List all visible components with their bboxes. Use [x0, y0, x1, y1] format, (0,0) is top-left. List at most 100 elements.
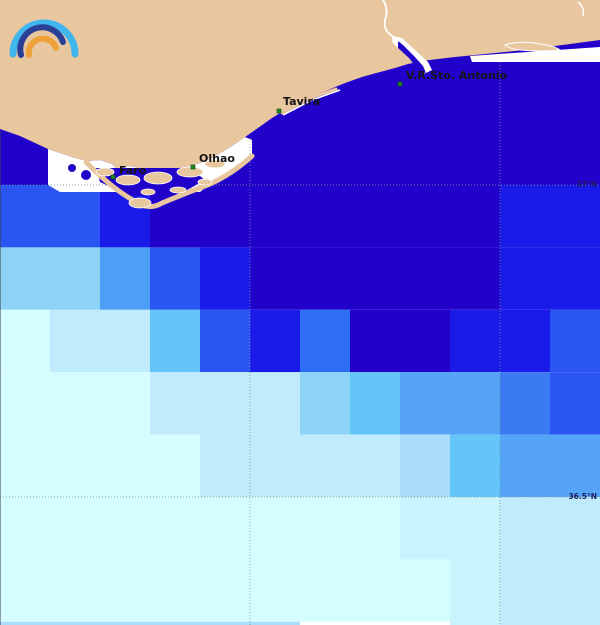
lagoon-detail [68, 153, 255, 210]
latitude-label: 37°N [577, 180, 597, 189]
wave-grid-cell [100, 372, 150, 435]
lagoon-island [95, 167, 115, 177]
wave-grid-cell [550, 434, 600, 497]
wave-grid-cell [250, 309, 300, 373]
logo-middle-arc [17, 24, 66, 58]
wave-grid-cell [0, 309, 50, 373]
tavira-spit-white [282, 89, 341, 116]
wave-grid-cell [450, 497, 500, 560]
lagoon-island [204, 159, 226, 169]
wave-grid-cell [250, 434, 300, 497]
guadiana-upper [382, 0, 399, 43]
wave-grid-cell [150, 309, 200, 373]
wave-grid-cell [500, 309, 550, 373]
logo-inner-arc [25, 35, 59, 58]
city-marker[interactable] [190, 164, 196, 170]
wave-grid-cell [300, 185, 350, 248]
wave-grid-cell [500, 621, 550, 625]
wave-grid-cell [50, 497, 100, 560]
wave-grid-cell [0, 247, 50, 310]
tavira-spit [280, 87, 338, 115]
wave-grid-cell [0, 621, 50, 625]
wave-grid-cell [400, 497, 450, 560]
wave-grid-cell [300, 497, 350, 560]
wave-grid-cell [150, 247, 200, 310]
city-label[interactable]: V.R.Sto. Antonio [406, 69, 508, 82]
wave-grid-cell [300, 372, 350, 435]
wave-grid-cell [500, 559, 550, 622]
wave-grid-cell [0, 497, 50, 560]
lagoon-island [143, 171, 173, 185]
wave-grid-cell [300, 621, 350, 625]
wave-grid-cell [150, 559, 200, 622]
lagoon-island [140, 188, 156, 196]
logo-outer-arc [9, 19, 79, 58]
small-river [577, 1, 585, 17]
lagoon-island [128, 197, 152, 209]
wave-grid-cell [100, 559, 150, 622]
wave-grid-cell [50, 247, 100, 310]
wave-grid-cell [50, 621, 100, 625]
wave-grid-cell [450, 309, 500, 373]
wave-grid-cell [100, 497, 150, 560]
wave-grid-cell [100, 309, 150, 373]
wave-grid-cell [400, 559, 450, 622]
wave-grid-cell [550, 372, 600, 435]
wave-grid-cell [250, 621, 300, 625]
wave-grid-cell [50, 559, 100, 622]
city-marker[interactable] [397, 81, 403, 87]
wave-grid-cell [550, 497, 600, 560]
wave-grid-cell [200, 497, 250, 560]
wave-grid-cell [50, 372, 100, 435]
wave-grid-cell [350, 621, 400, 625]
wave-grid-cells [0, 185, 600, 625]
wave-grid-cell [450, 185, 500, 248]
wave-grid-cell [300, 434, 350, 497]
wave-grid-cell [200, 247, 250, 310]
wave-grid-cell [0, 434, 50, 497]
rainbow-arc-logo [9, 19, 79, 58]
wave-grid-cell [500, 372, 550, 435]
wave-grid-cell [250, 559, 300, 622]
wave-grid-cell [200, 434, 250, 497]
wave-grid-cell [350, 497, 400, 560]
wave-grid-cell [400, 621, 450, 625]
city-label[interactable]: Tavira [283, 95, 320, 108]
lagoon-island [197, 178, 213, 186]
wave-grid-cell [150, 497, 200, 560]
wave-grid-cell [450, 247, 500, 310]
lagoon-island [115, 174, 141, 186]
nodata-coast-band [470, 47, 600, 62]
wave-grid-cell [450, 372, 500, 435]
wave-grid-cell [450, 434, 500, 497]
city-marker[interactable] [110, 174, 116, 180]
wave-grid-cell [400, 247, 450, 310]
wave-grid-cell [350, 372, 400, 435]
wave-grid-cell [450, 621, 500, 625]
city-label[interactable]: Faro [119, 164, 147, 177]
lagoon-island [176, 166, 204, 178]
wave-grid-cell [250, 247, 300, 310]
wave-grid-cell [100, 247, 150, 310]
wave-grid-cell [400, 309, 450, 373]
lagoon-water [81, 170, 91, 180]
wave-grid-cell [550, 247, 600, 310]
wave-grid-cell [150, 621, 200, 625]
wave-grid-cell [150, 372, 200, 435]
guadiana-river [398, 41, 426, 73]
latitude-label: 36.5°N [568, 492, 597, 501]
wave-grid-cell [250, 372, 300, 435]
wave-grid-cell [300, 309, 350, 373]
wave-grid-cell [350, 309, 400, 373]
wave-grid-cell [400, 372, 450, 435]
lagoon-water [68, 164, 76, 172]
wave-grid-cell [50, 309, 100, 373]
wave-grid-cell [500, 434, 550, 497]
city-marker[interactable] [276, 108, 282, 114]
wave-grid-cell [350, 247, 400, 310]
city-label[interactable]: Olhao [199, 152, 235, 165]
wave-grid-cell [200, 559, 250, 622]
wave-grid-cell [200, 309, 250, 373]
wave-grid-cell [0, 185, 50, 248]
